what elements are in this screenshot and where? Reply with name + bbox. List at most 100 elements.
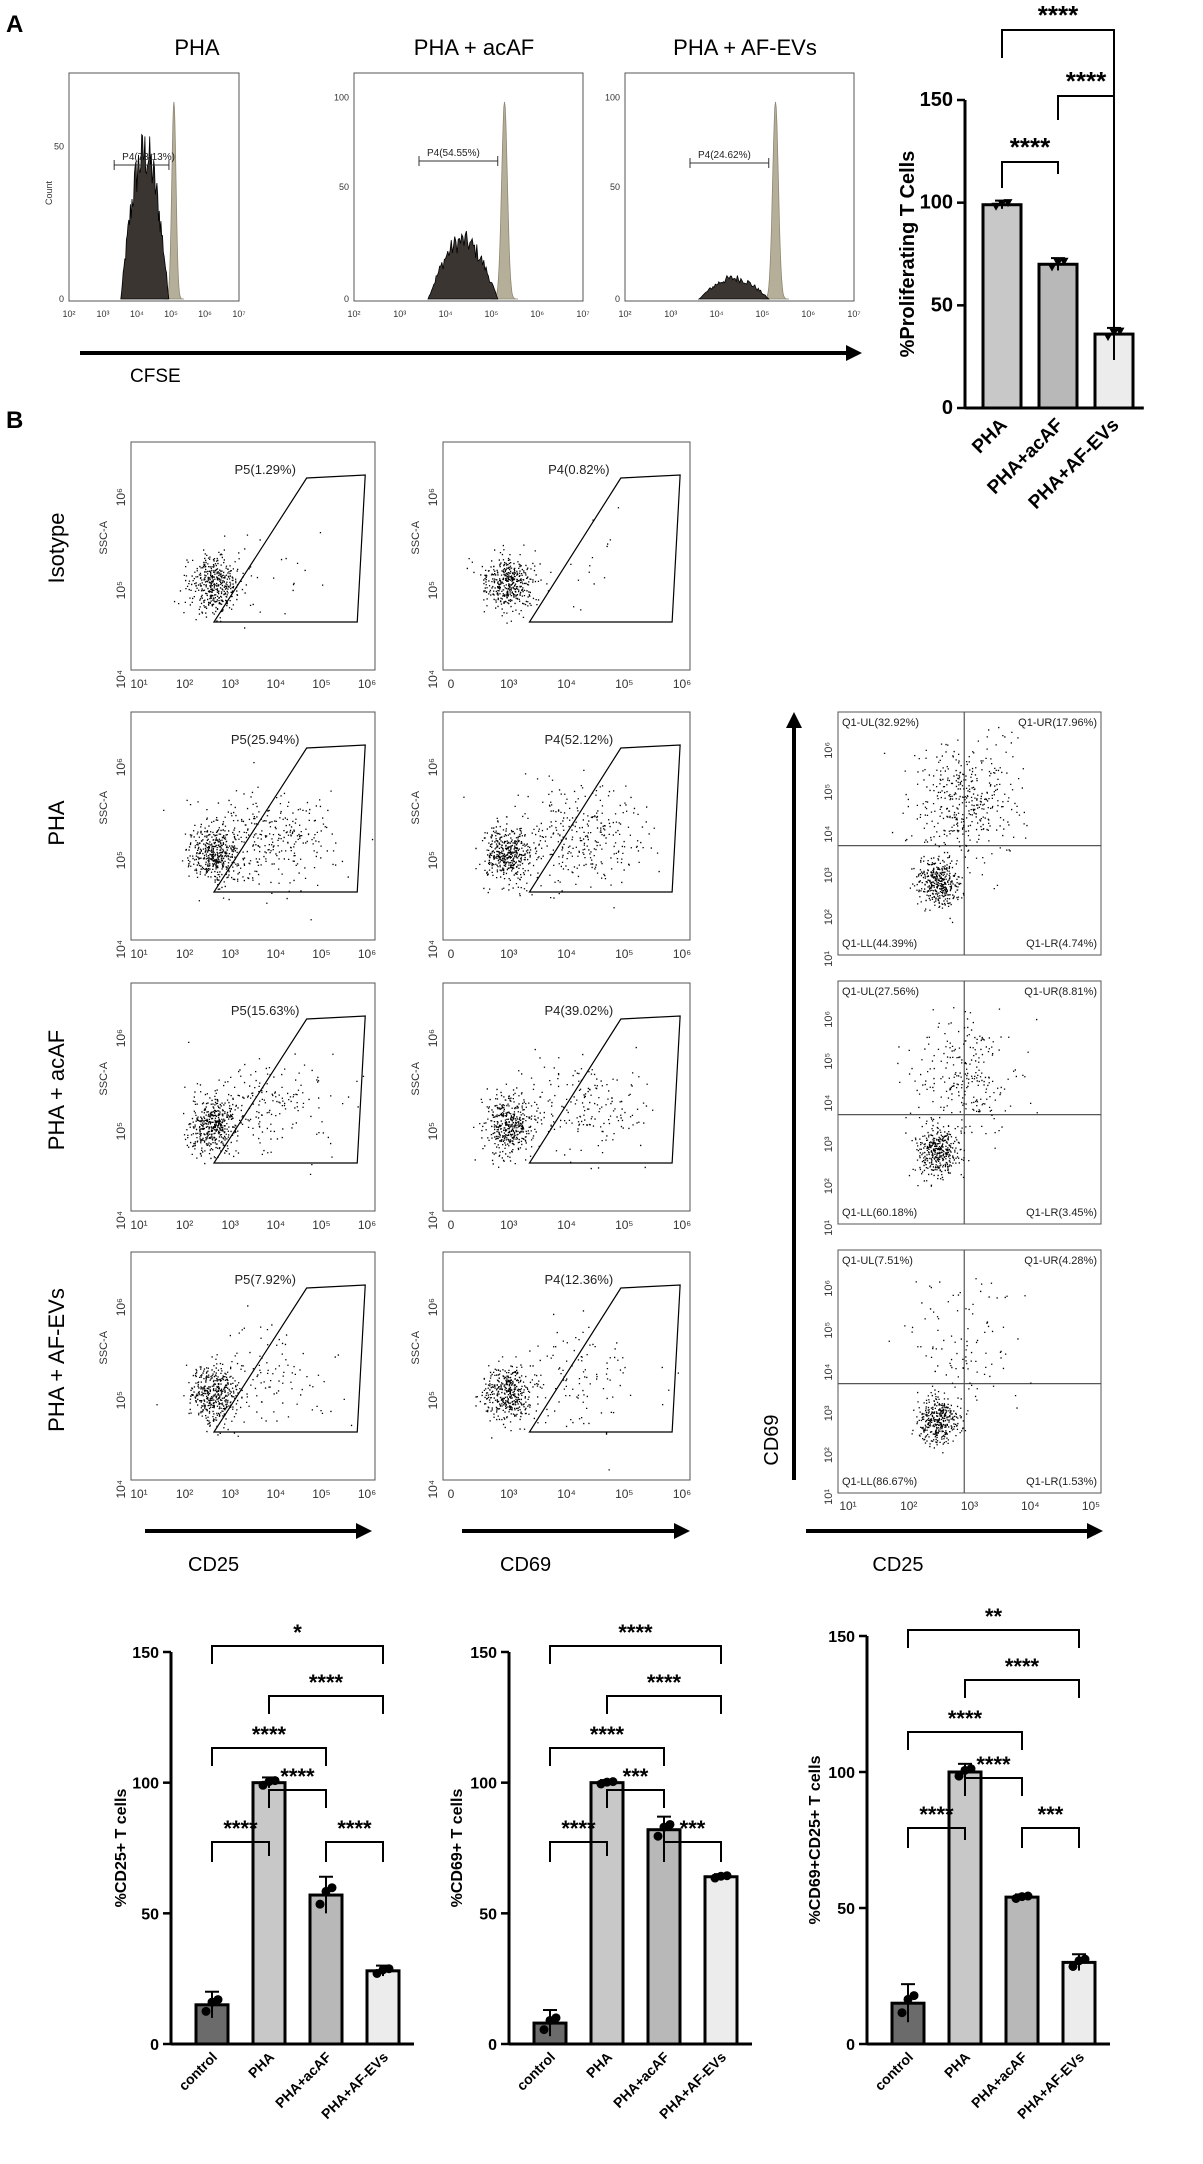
significance-label: ****	[1066, 66, 1107, 96]
replicate-point	[722, 1871, 732, 1881]
gate-label: P4(73.13%)	[122, 152, 175, 163]
scatter-y-tick: 10⁵	[114, 581, 128, 599]
significance-bracket: ****	[549, 1722, 665, 1766]
hist-x-tick: 10²	[618, 309, 631, 319]
scatter-x-tick: 10³	[222, 1218, 239, 1232]
significance-bracket: ****	[606, 1670, 722, 1714]
hist-y-tick: 0	[615, 294, 620, 304]
x-category-label: PHA	[245, 2049, 277, 2081]
replicate-point	[608, 1777, 618, 1787]
replicate-point	[665, 1819, 675, 1829]
quadrant-plot-3: Q1-UL(7.51%) Q1-UR(4.28%) Q1-LL(86.67%) Q1-…	[823, 1249, 1102, 1513]
gate-label: P4(0.82%)	[548, 462, 609, 477]
significance-label: ****	[561, 1816, 596, 1841]
y-tick-label: 100	[470, 1776, 497, 1793]
row-label: PHA + acAF	[44, 1030, 69, 1150]
y-tick-label: 50	[837, 1901, 855, 1918]
scatter-y-tick: 10⁴	[426, 1480, 440, 1499]
replicate-point	[551, 2013, 561, 2023]
scatter-y-tick: 10⁴	[114, 940, 128, 959]
scatter-y-tick: 10⁴	[114, 670, 128, 689]
significance-label: ****	[223, 1816, 258, 1841]
hist-x-tick: 10⁶	[198, 309, 212, 319]
undivided-peak	[762, 101, 789, 300]
significance-label: ****	[618, 1620, 653, 1645]
y-tick-label: 100	[828, 1765, 855, 1782]
hist-y-tick: 100	[605, 92, 620, 102]
scatter-x-tick: 10³	[500, 947, 517, 961]
x-category-label: control	[513, 2049, 558, 2094]
scatter-x-tick: 10⁵	[615, 1487, 633, 1501]
gate-label: P5(1.29%)	[234, 462, 295, 477]
significance-bracket: ****	[907, 1802, 966, 1848]
quadrant-y-tick: 10²	[823, 909, 835, 925]
bar-pha-af-evs	[365, 1969, 401, 2046]
significance-bracket: ***	[606, 1764, 665, 1808]
y-axis-label: %CD69+CD25+ T cells	[807, 1755, 824, 1924]
cfse-arrow	[80, 345, 862, 361]
significance-bracket: ****	[549, 1816, 608, 1862]
row-label: Isotype	[44, 513, 69, 584]
hist-x-tick: 10⁶	[530, 309, 544, 319]
gate-polygon	[528, 744, 681, 893]
significance-label: ****	[919, 1802, 954, 1827]
replicate-point	[1068, 1961, 1078, 1971]
quadrant-lr-label: Q1-LR(1.53%)	[1026, 1476, 1097, 1488]
x-category-label: PHA	[583, 2049, 615, 2081]
scatter-x-tick: 10¹	[130, 1218, 147, 1232]
quadrant-ul-label: Q1-UL(27.56%)	[842, 986, 919, 998]
quadrant-y-tick: 10⁶	[823, 742, 835, 759]
quadrant-y-tick: 10⁴	[823, 1094, 835, 1111]
significance-label: ****	[1038, 0, 1079, 30]
quadrant-y-tick: 10³	[823, 1405, 835, 1421]
divided-cells-area	[120, 133, 170, 300]
hist-x-tick: 10³	[96, 309, 109, 319]
scatter-x-tick: 10⁵	[615, 677, 633, 691]
y-tick-label: 150	[132, 1645, 159, 1662]
quadrant-x-tick: 10⁴	[1021, 1499, 1040, 1513]
replicate-point	[1047, 263, 1057, 272]
quadrant-ur-label: Q1-UR(17.96%)	[1018, 717, 1097, 729]
significance-label: ***	[1038, 1802, 1064, 1827]
scatter-y-tick: 10⁴	[426, 670, 440, 689]
scatter-y-tick: 10⁶	[426, 488, 440, 506]
hist-y-tick: 50	[610, 182, 620, 192]
scatter-x-tick: 10¹	[130, 1487, 147, 1501]
cd25-arrow	[145, 1523, 372, 1539]
scatter-y-label: SSC-A	[410, 1061, 422, 1095]
replicate-point	[270, 1776, 280, 1786]
significance-label: ****	[1005, 1654, 1040, 1679]
replicate-point	[909, 1991, 919, 2001]
histogram-title: PHA	[174, 35, 220, 60]
histogram-panel-2: PHA + acAF P4(54.55%) 100 50 0 10² 10³ 10⁴ 10⁵ 10…	[334, 35, 590, 319]
significance-label: ****	[948, 1706, 983, 1731]
significance-label: ****	[590, 1722, 625, 1747]
hist-x-tick: 10⁵	[756, 309, 770, 319]
replicate-point	[954, 1771, 964, 1781]
x-category-label: PHA	[968, 414, 1011, 457]
gate-polygon	[212, 474, 366, 623]
scatter-y-tick: 10⁶	[426, 758, 440, 776]
scatter-x-tick: 10²	[176, 947, 193, 961]
scatter-events	[473, 1083, 543, 1168]
hist-x-tick: 10⁴	[710, 309, 724, 319]
cfse-axis-label: CFSE	[130, 366, 181, 387]
scatter-x-tick: 10⁶	[358, 1218, 376, 1232]
quadrant-ur-label: Q1-UR(8.81%)	[1024, 986, 1097, 998]
quadrant-ll-label: Q1-LL(44.39%)	[842, 938, 917, 950]
scatter-y-tick: 10⁶	[114, 1029, 128, 1047]
cd69-scatter-4: P4(12.36%) 10⁶ 10⁵ 10⁴ SSC-A 0 10³ 10⁴ 10⁵ 10⁶	[410, 1251, 691, 1501]
quadrant-plot-1: Q1-UL(32.92%) Q1-UR(17.96%) Q1-LL(44.39%) Q…	[823, 711, 1102, 967]
significance-label: ****	[309, 1670, 344, 1695]
quadrant-y-tick: 10⁴	[823, 1363, 835, 1380]
bar-chart-3: 0 50 100 150 %CD69+ T cells control PHAPHA+acA…	[449, 1620, 752, 2122]
hist-y-tick: 50	[339, 182, 349, 192]
hist-x-tick: 10³	[664, 309, 677, 319]
significance-label: ***	[623, 1764, 649, 1789]
cd69-scatter-1: P4(0.82%) 10⁶ 10⁵ 10⁴ SSC-A 0 10³ 10⁴ 10⁵ 10⁶	[410, 441, 691, 691]
hist-x-tick: 10⁴	[130, 309, 144, 319]
histogram-title: PHA + AF-EVs	[673, 35, 817, 60]
significance-label: ****	[1010, 132, 1051, 162]
